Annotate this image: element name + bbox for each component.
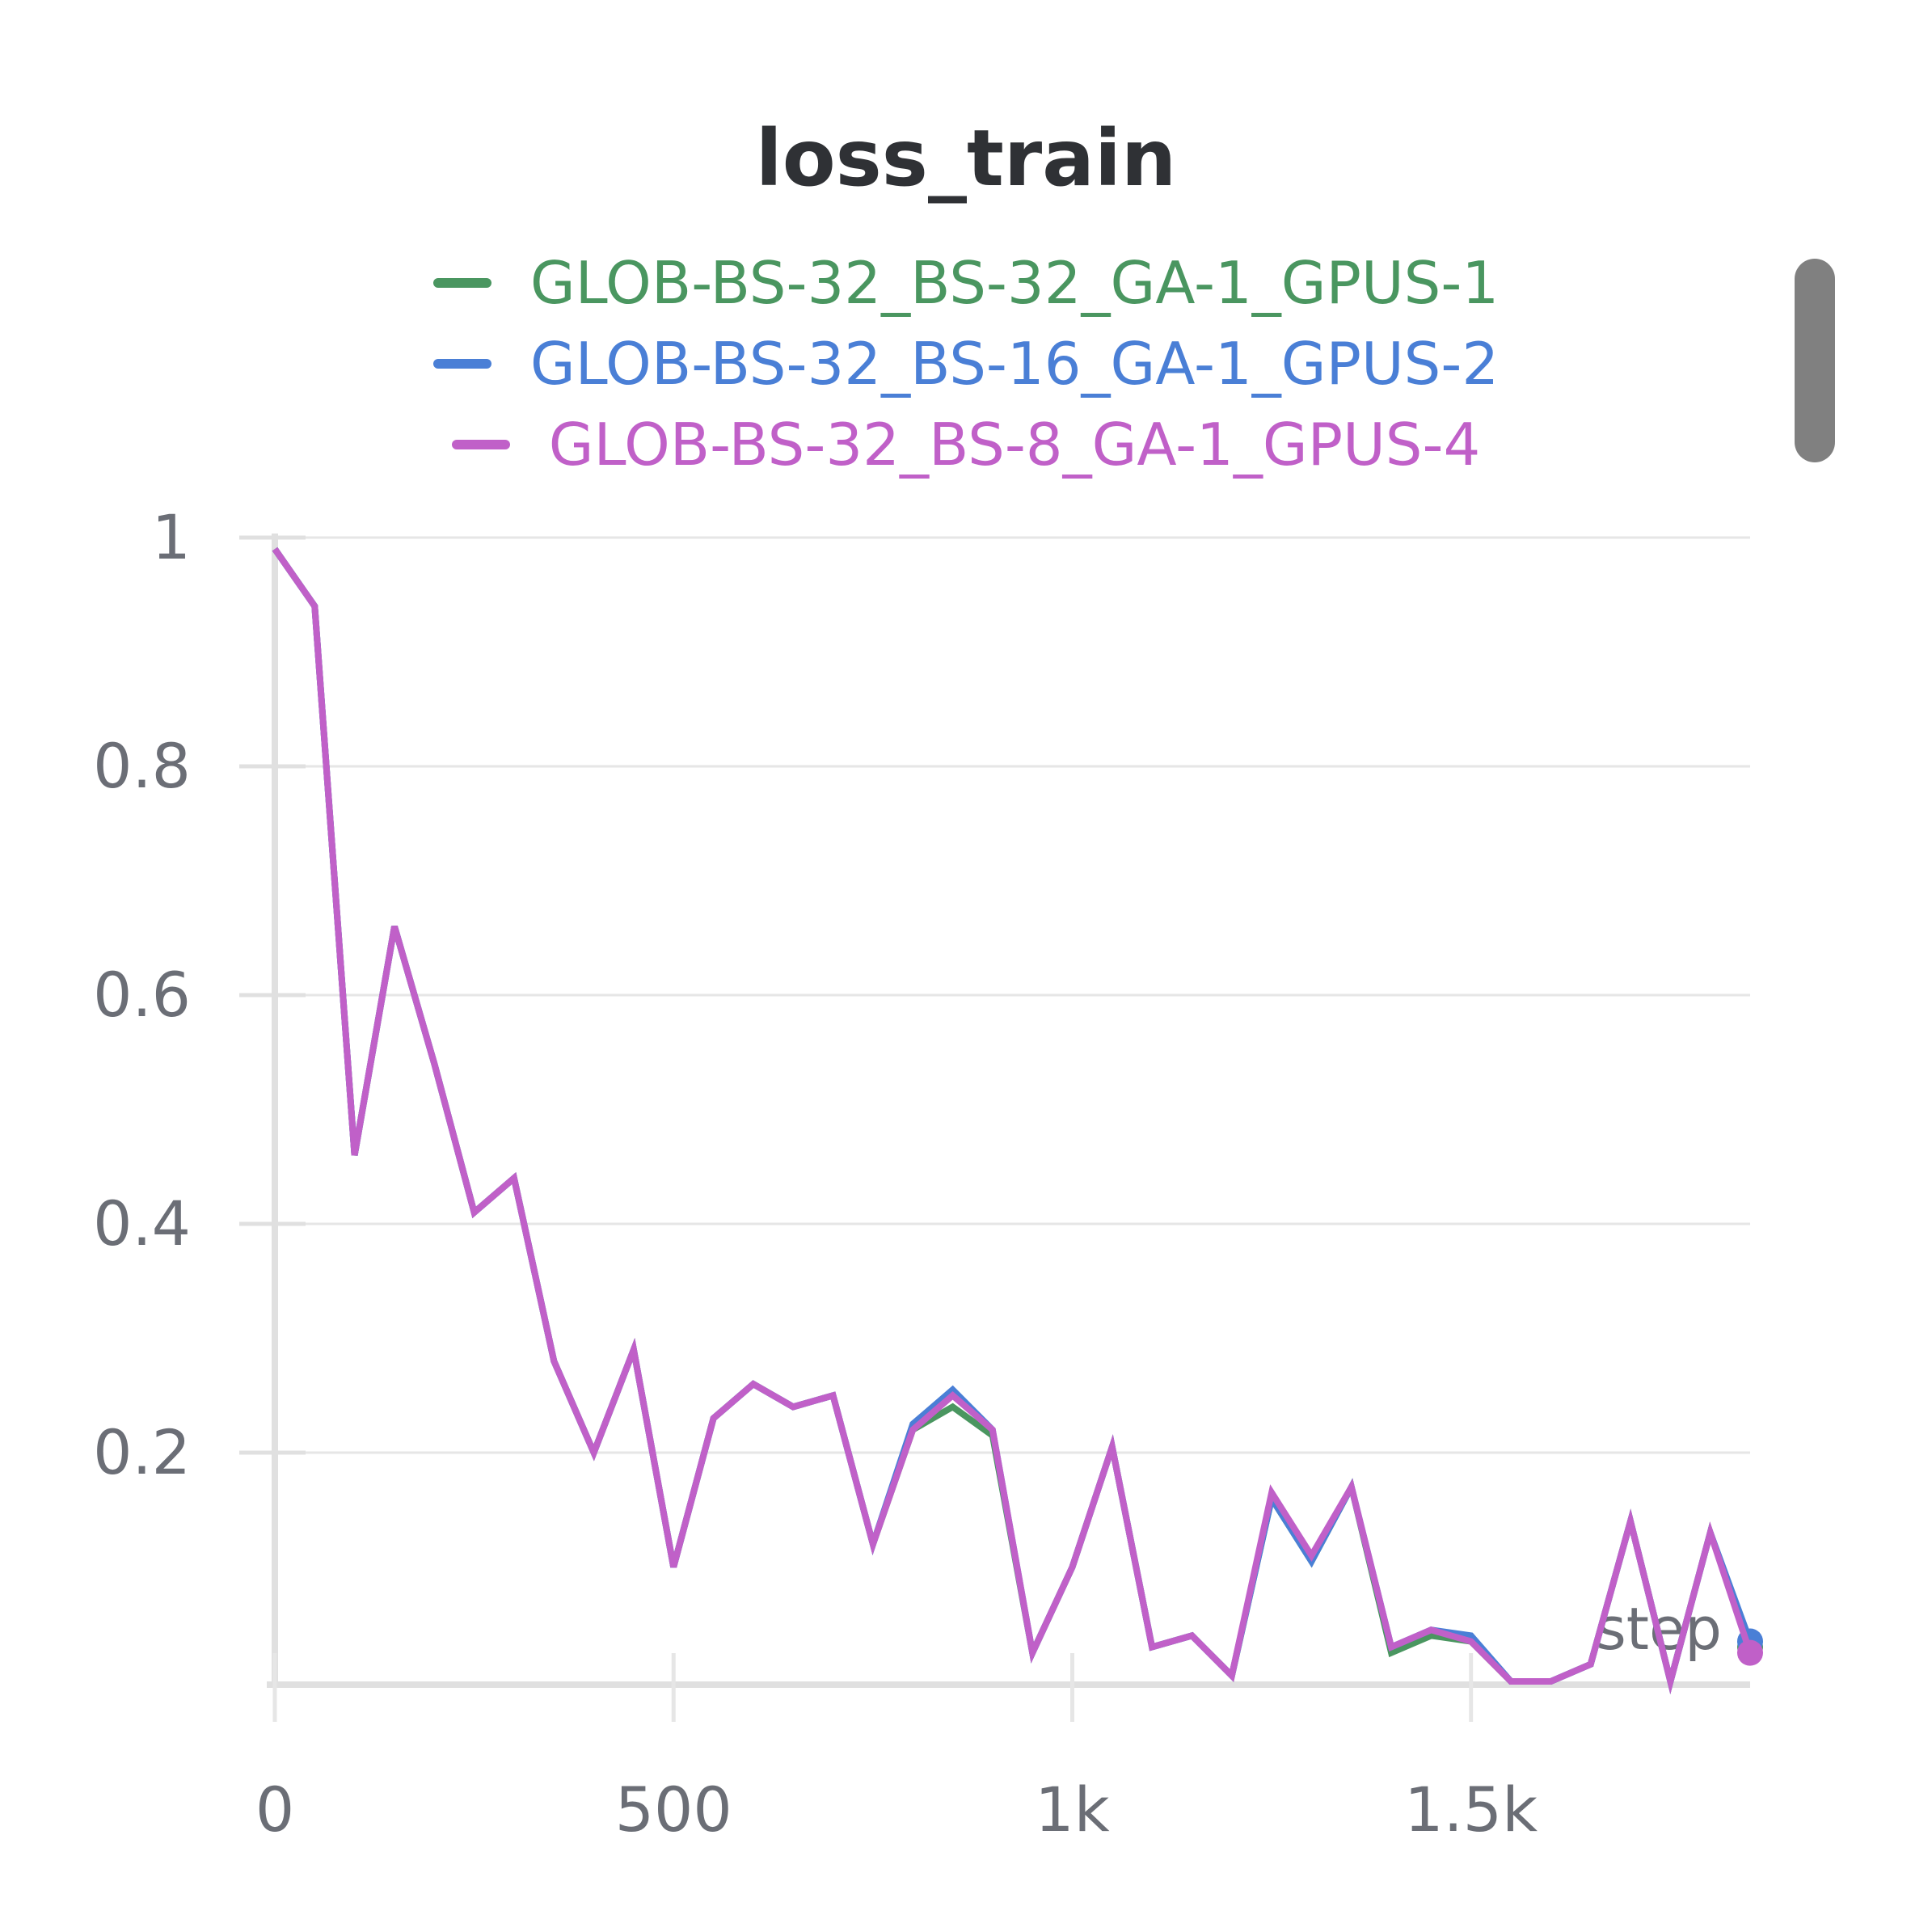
- series-line-2: [272, 546, 1753, 1694]
- y-tick-label: 0.8: [93, 730, 191, 802]
- legend: GLOB-BS-32_BS-32_GA-1_GPUS-1 GLOB-BS-32_…: [0, 243, 1932, 485]
- x-tick-label: 1k: [1035, 1774, 1109, 1846]
- y-tick-label: 1: [152, 501, 191, 573]
- series-line-3: [272, 546, 1753, 1694]
- legend-item-gpus-2[interactable]: GLOB-BS-32_BS-16_GA-1_GPUS-2: [0, 323, 1932, 404]
- y-tick-label: 0.4: [93, 1187, 191, 1259]
- x-tick-label: 500: [615, 1774, 732, 1846]
- x-tick-label: 0: [255, 1774, 294, 1846]
- legend-item-gpus-1[interactable]: GLOB-BS-32_BS-32_GA-1_GPUS-1: [0, 243, 1932, 323]
- series-line-1: [272, 546, 1753, 1694]
- grid-lines: [275, 536, 1750, 1454]
- legend-swatch-gpus-2: [432, 359, 491, 369]
- series-end-point-3: [1737, 1639, 1763, 1666]
- legend-swatch-gpus-4: [451, 440, 510, 449]
- legend-label-gpus-2: GLOB-BS-32_BS-16_GA-1_GPUS-2: [529, 330, 1500, 398]
- chart-title: loss_train: [755, 113, 1177, 204]
- y-ticks: 0.2 0.4 0.6 0.8 1: [93, 501, 306, 1488]
- x-ticks: 0 500 1k 1.5k: [255, 1653, 1538, 1846]
- legend-label-gpus-4: GLOB-BS-32_BS-8_GA-1_GPUS-4: [548, 411, 1481, 479]
- y-tick-label: 0.2: [93, 1416, 191, 1488]
- legend-swatch-gpus-1: [432, 278, 491, 288]
- legend-item-gpus-4[interactable]: GLOB-BS-32_BS-8_GA-1_GPUS-4: [0, 404, 1932, 485]
- series-lines: [272, 546, 1763, 1694]
- x-tick-label: 1.5k: [1404, 1774, 1538, 1846]
- legend-label-gpus-1: GLOB-BS-32_BS-32_GA-1_GPUS-1: [529, 249, 1500, 317]
- legend-scrollbar[interactable]: [1795, 259, 1835, 462]
- y-tick-label: 0.6: [93, 959, 191, 1031]
- axes: [267, 534, 1750, 1688]
